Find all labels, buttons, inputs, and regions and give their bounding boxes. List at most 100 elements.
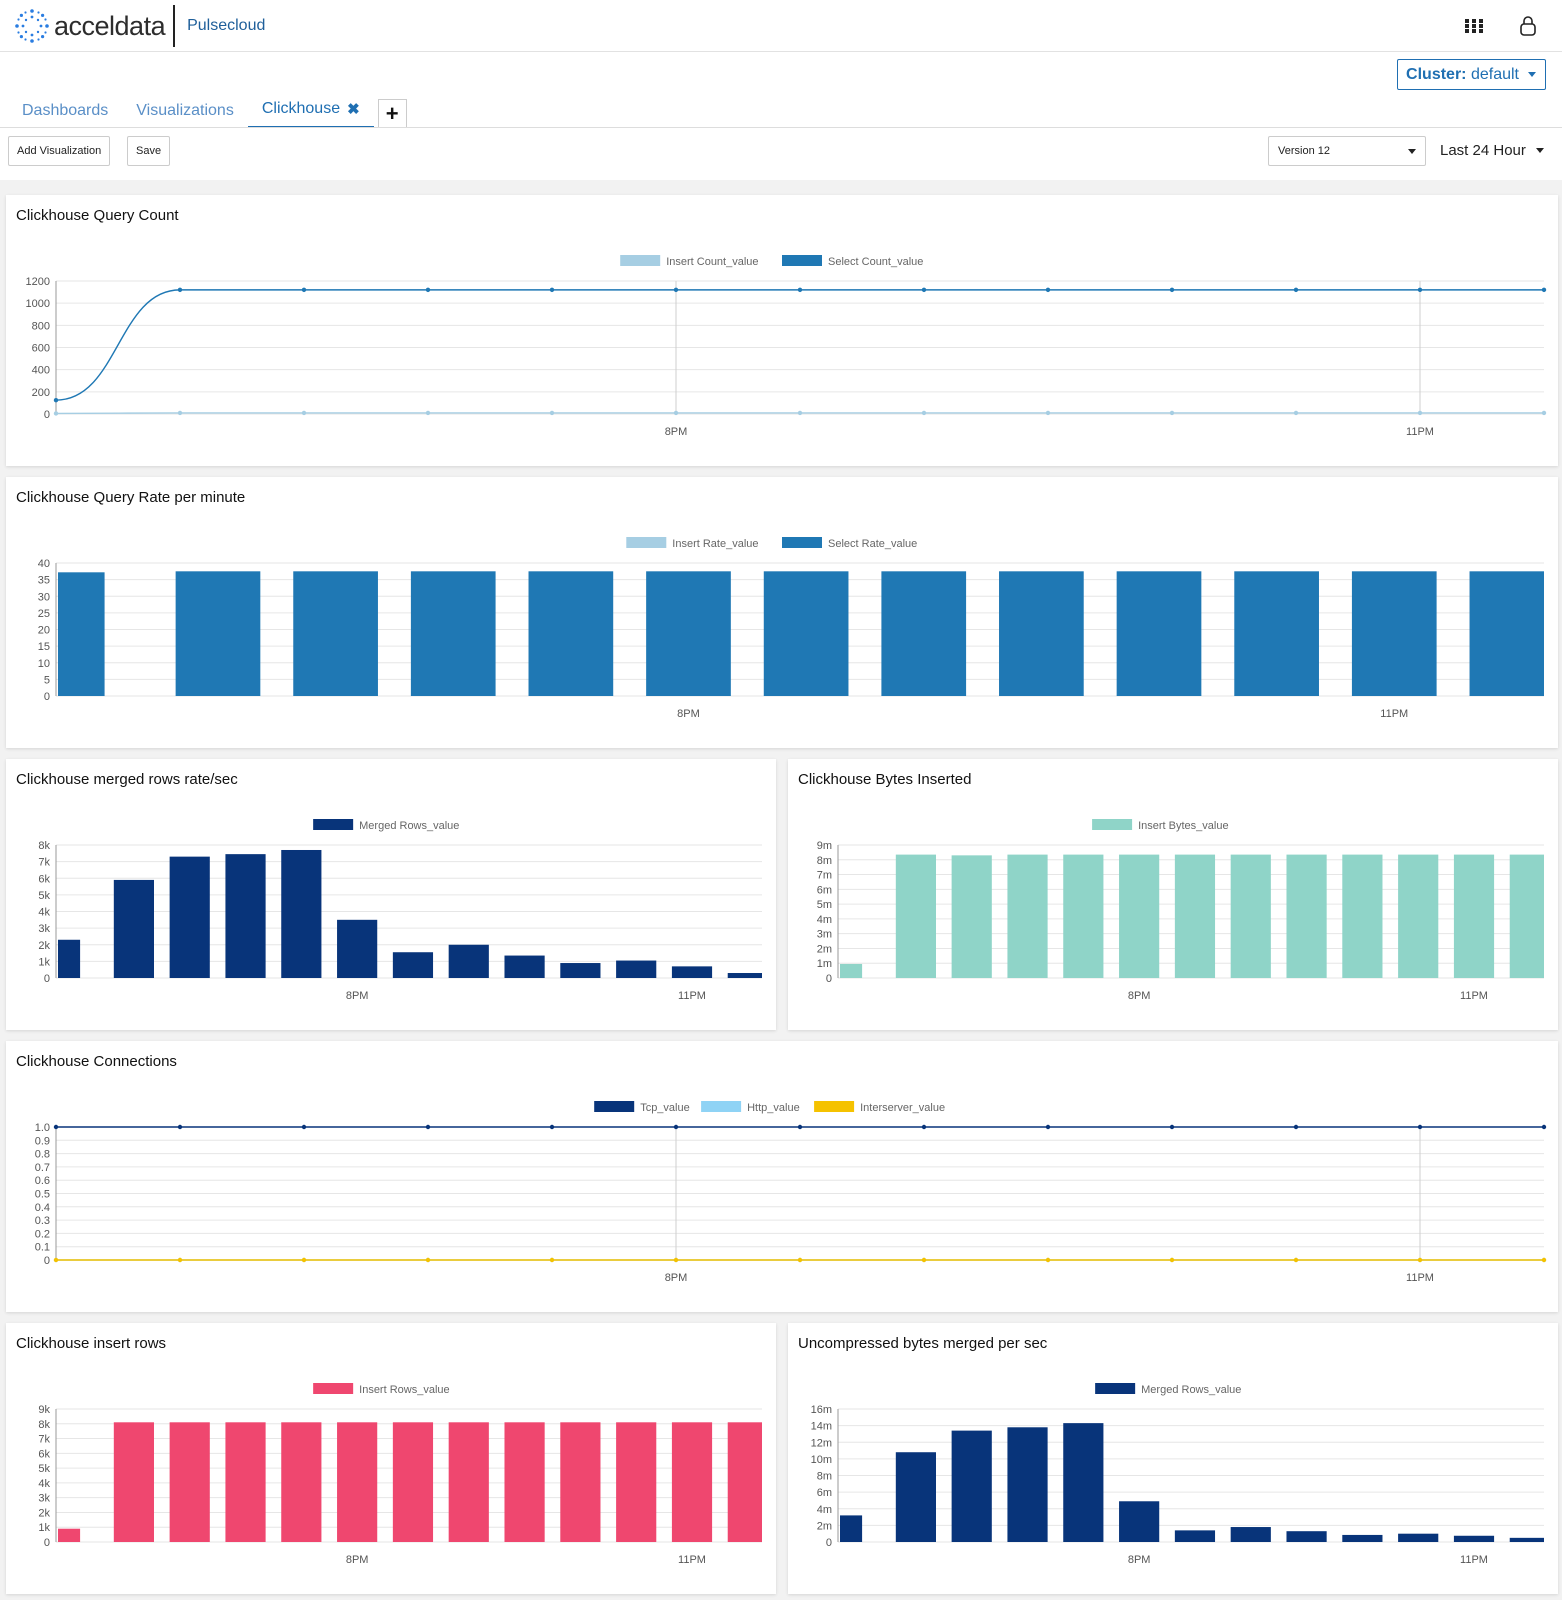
bar [616,1422,657,1542]
add-visualization-button[interactable]: Add Visualization [8,136,111,166]
bar [293,571,378,696]
data-point [177,1124,183,1130]
legend-swatch [626,537,667,548]
panel-title: Uncompressed bytes merged per sec [798,1335,1048,1352]
y-tick-label: 40 [38,558,50,570]
panel-title: Clickhouse Bytes Inserted [798,771,972,788]
x-tick-label: 8PM [665,426,688,438]
y-tick-label: 8k [38,1419,50,1431]
chart-query-count: Insert Count_value Select Count_value 1200… [26,255,1547,438]
y-tick-label: 4m [817,1504,832,1516]
legend-swatch [814,1101,855,1112]
y-tick-label: 2k [38,940,50,952]
legend-label: Http_value [747,1102,800,1114]
data-point [1417,1124,1423,1130]
legend-swatch [701,1101,742,1112]
y-tick-label: 600 [32,343,50,355]
x-tick-label: 8PM [665,1272,688,1284]
legend-swatch [782,255,822,266]
data-point [673,410,679,416]
y-tick-label: 20 [38,625,50,637]
logo[interactable]: acceldata Pulsecloud [14,5,265,47]
x-tick-label: 8PM [1128,990,1151,1002]
bar [58,1528,81,1542]
bar [1453,1535,1495,1542]
tab-clickhouse[interactable]: Clickhouse ✖ [247,95,374,128]
panel-title: Clickhouse merged rows rate/sec [16,771,238,788]
bar [175,571,261,696]
bar [1234,571,1319,696]
bar [840,963,863,978]
tab-dashboards[interactable]: Dashboards [22,102,109,119]
data-point [1293,287,1299,293]
add-tab-button[interactable]: + [377,99,407,128]
data-point [53,1124,59,1130]
chart-bytes-inserted: Insert Bytes_value 9m 8m 7m 6m 5m 4m 3m 2m 1m 0 8PM… [817,819,1544,1002]
bar [58,572,105,696]
legend-swatch [313,1383,354,1394]
panel-title: Clickhouse Query Rate per minute [16,489,246,506]
y-tick-label: 12m [811,1437,832,1449]
panel-title: Clickhouse Query Count [16,207,179,224]
time-range-dropdown[interactable]: Last 24 Hour [1440,136,1548,166]
bar [528,571,614,696]
bar [727,1422,762,1542]
y-tick-label: 7k [38,857,50,869]
bar [1469,571,1544,696]
legend-label: Insert Rows_value [359,1384,450,1396]
y-tick-label: 2m [817,1520,832,1532]
bar [1398,1533,1439,1542]
data-point [673,1124,679,1130]
y-tick-label: 8m [817,855,832,867]
bar [1286,1531,1327,1542]
grid-icon[interactable] [1462,14,1486,38]
y-tick-label: 0 [44,1255,50,1267]
x-tick-label: 8PM [1128,1554,1151,1566]
x-tick-label: 8PM [677,708,700,720]
data-point [549,1257,555,1263]
time-range-value: Last 24 Hour [1440,142,1526,159]
data-point [1045,1257,1051,1263]
y-tick-label: 9m [817,840,832,852]
close-icon[interactable]: ✖ [347,101,360,118]
data-point [1541,1257,1547,1263]
panel-bytes-inserted: Clickhouse Bytes Inserted Insert Bytes_v… [788,759,1558,1030]
y-tick-label: 3m [817,929,832,941]
y-tick-label: 0.9 [35,1135,50,1147]
data-point [1045,1124,1051,1130]
bar [448,1422,489,1542]
panel-title: Clickhouse insert rows [16,1335,167,1352]
bar [1342,854,1383,978]
version-select[interactable]: Version 12 [1268,136,1426,166]
data-point [301,1257,307,1263]
bar [225,854,266,978]
cluster-dropdown[interactable]: Cluster: default [1397,59,1546,90]
y-tick-label: 5k [38,1463,50,1475]
user-icon[interactable] [1516,14,1540,38]
tab-visualizations[interactable]: Visualizations [136,102,234,119]
data-point [1541,1124,1547,1130]
plus-icon: + [385,101,399,126]
y-tick-label: 0.2 [35,1228,50,1240]
legend-label: Merged Rows_value [1141,1384,1241,1396]
y-tick-label: 0.6 [35,1175,50,1187]
caret-down-icon [1528,72,1536,77]
legend-swatch [620,255,661,266]
data-point [921,1257,927,1263]
x-tick-label: 11PM [1380,708,1408,720]
y-tick-label: 16m [811,1404,832,1416]
y-tick-label: 10m [811,1454,832,1466]
bar [1230,854,1271,978]
bar [337,919,378,978]
bar [1174,1530,1216,1542]
bar [337,1422,378,1542]
panel-query-count: Clickhouse Query Count Insert Count_valu… [6,195,1558,466]
bar [1007,1427,1048,1542]
y-tick-label: 5 [44,674,50,686]
chart-merged-rows: Merged Rows_value 8k 7k 6k 5k 4k 3k 2k 1k 0 8PM 11P… [38,819,762,1002]
data-point [549,410,555,416]
save-button[interactable]: Save [127,136,171,166]
data-point [549,1124,555,1130]
data-point [1417,410,1423,416]
legend-swatch [782,537,822,548]
